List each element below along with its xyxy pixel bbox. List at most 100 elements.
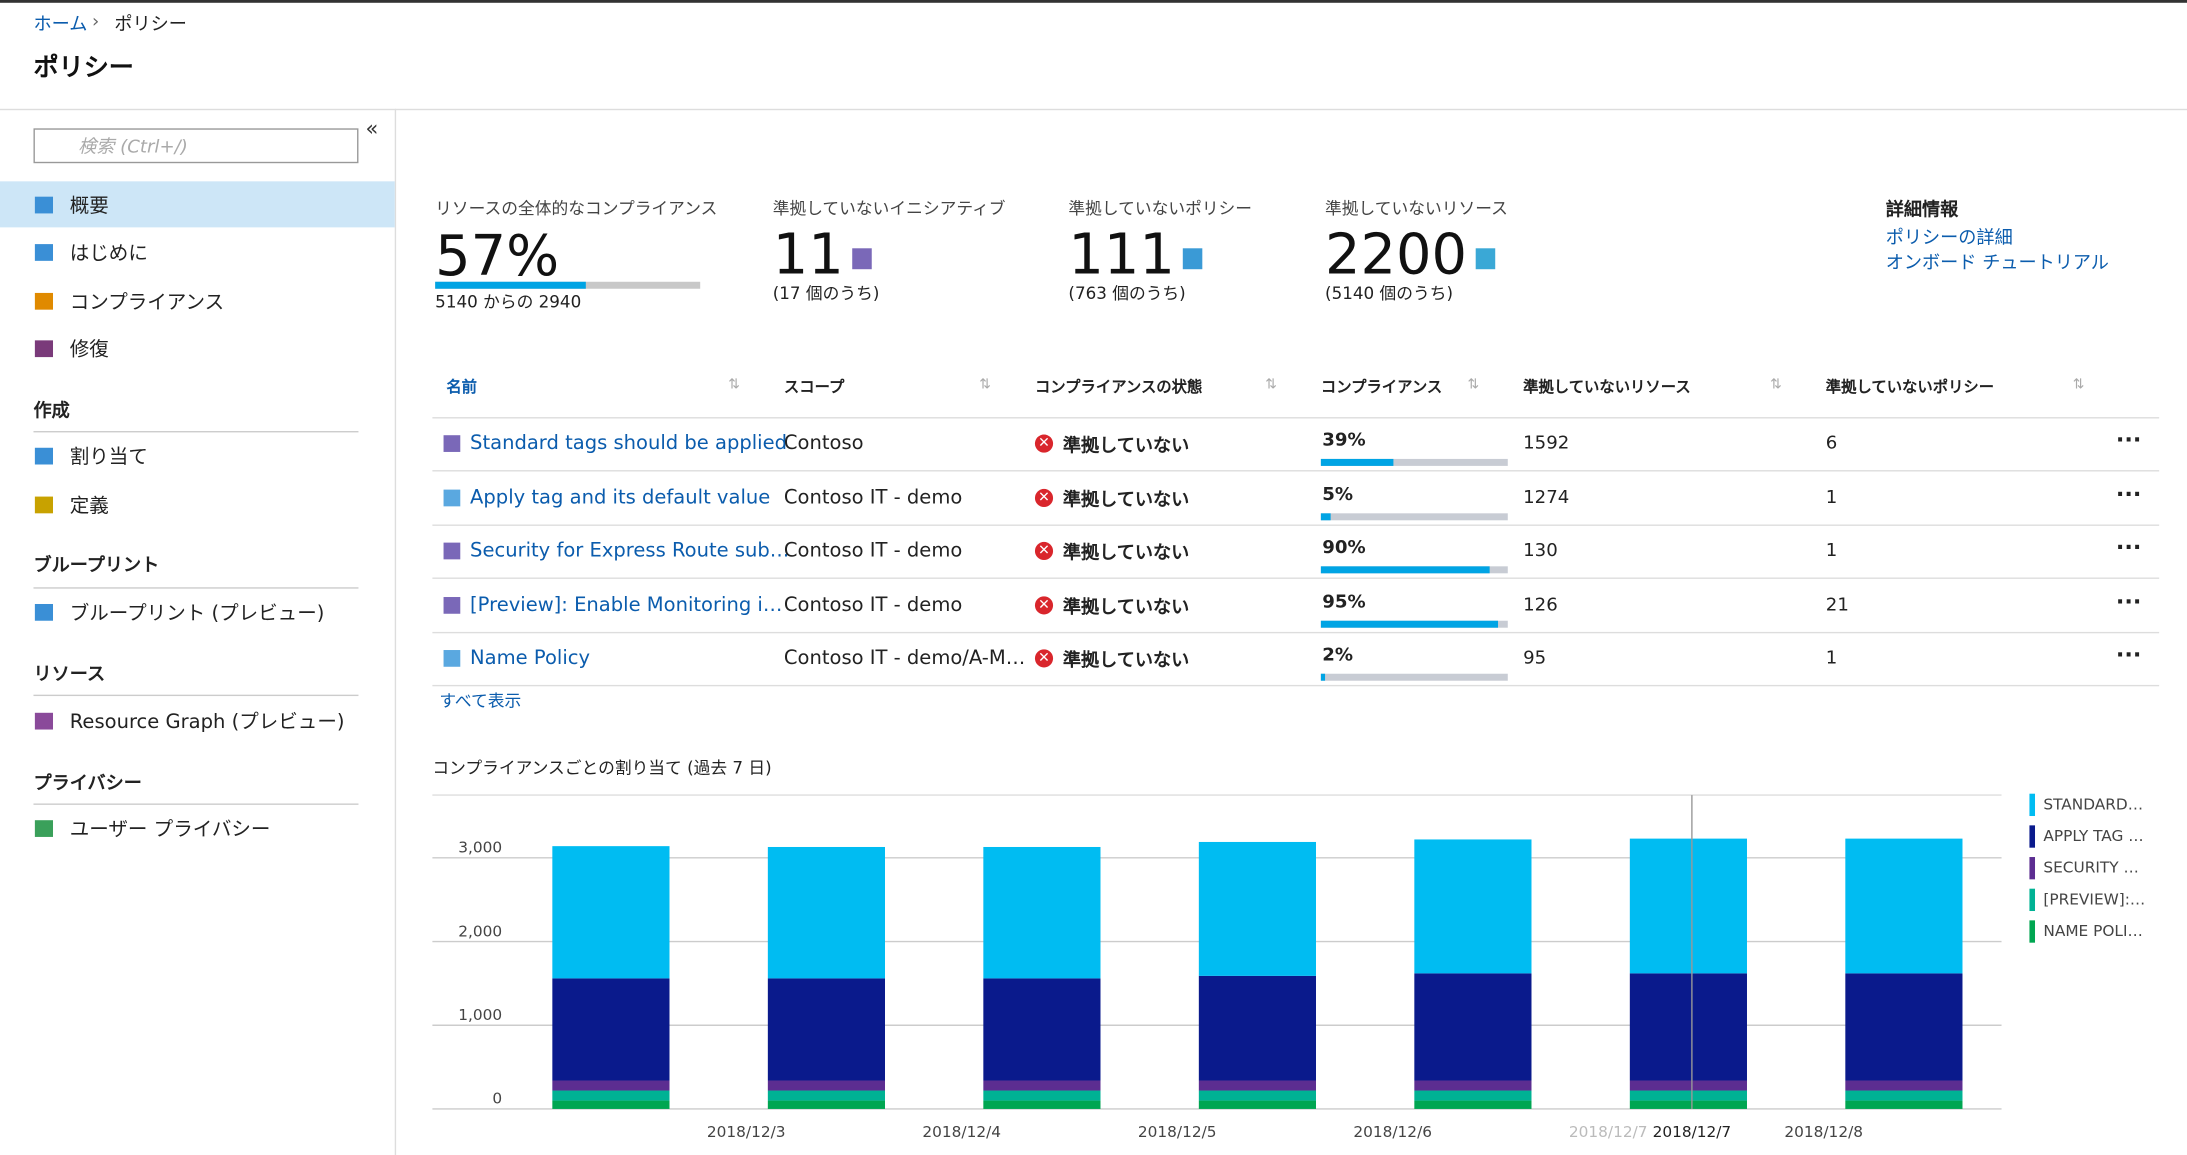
row-divider bbox=[432, 470, 2160, 472]
bar-segment bbox=[983, 1090, 1101, 1101]
breadcrumb-link[interactable]: ホーム bbox=[33, 14, 88, 36]
row-divider bbox=[432, 631, 2160, 634]
bar-segment bbox=[552, 1080, 670, 1091]
row-menu[interactable]: ··· bbox=[2115, 426, 2142, 453]
row-state: 準拠していない bbox=[1062, 597, 1190, 619]
nav-section-heading: プライバシー bbox=[33, 773, 142, 795]
top-bar bbox=[0, 0, 2187, 3]
row-icon bbox=[443, 489, 461, 507]
search-placeholder[interactable]: 検索 (Ctrl+/) bbox=[78, 137, 188, 159]
sort-icon[interactable]: ⇅ bbox=[1770, 377, 1782, 393]
bar-segment bbox=[1845, 1080, 1963, 1091]
card-value: 2200 bbox=[1325, 223, 1468, 288]
sort-icon[interactable]: ⇅ bbox=[1265, 377, 1277, 393]
table-header[interactable]: スコープ bbox=[783, 378, 845, 397]
row-policies: 21 bbox=[1825, 594, 1849, 616]
nav-section-heading: ブループリント bbox=[33, 555, 160, 577]
bar-segment bbox=[1414, 1080, 1532, 1091]
row-scope: Contoso IT - demo/A-M… bbox=[783, 647, 1026, 670]
table-header[interactable]: コンプライアンス bbox=[1320, 378, 1443, 397]
bar-segment bbox=[1845, 1100, 1963, 1109]
bar-segment bbox=[1414, 839, 1532, 974]
sort-icon[interactable]: ⇅ bbox=[979, 377, 991, 393]
row-menu[interactable]: ··· bbox=[2115, 480, 2142, 508]
compliance-fill bbox=[1320, 620, 1499, 628]
row-compliance: 2% bbox=[1322, 645, 1354, 667]
bar-segment bbox=[1414, 1090, 1532, 1101]
card-icon bbox=[852, 248, 872, 270]
bar-segment bbox=[1198, 1080, 1316, 1091]
breadcrumb-chevron: › bbox=[92, 11, 100, 33]
row-name[interactable]: Name Policy bbox=[470, 647, 591, 670]
nav-item[interactable]: 概要 bbox=[69, 195, 109, 218]
sort-icon[interactable]: ⇅ bbox=[728, 377, 740, 393]
nav-item[interactable]: はじめに bbox=[69, 242, 148, 266]
details-link[interactable]: オンボード チュートリアル bbox=[1885, 253, 2109, 275]
row-name[interactable]: Apply tag and its default value bbox=[470, 486, 771, 510]
details-link[interactable]: ポリシーの詳細 bbox=[1885, 228, 2013, 249]
bar-segment bbox=[767, 846, 886, 979]
legend-label: NAME POLI… bbox=[2043, 922, 2142, 940]
sort-icon[interactable]: ⇅ bbox=[1467, 377, 1480, 393]
nav-item[interactable]: 修復 bbox=[69, 338, 109, 362]
bar-segment bbox=[1629, 838, 1747, 974]
legend-swatch bbox=[2029, 857, 2036, 880]
bar-segment bbox=[1414, 1100, 1532, 1109]
bar-segment bbox=[983, 1100, 1101, 1109]
bar-segment bbox=[983, 1080, 1101, 1091]
row-policies: 1 bbox=[1825, 540, 1838, 562]
compliance-track bbox=[1320, 513, 1508, 521]
card-sub: (17 個のうち) bbox=[772, 283, 880, 304]
collapse-button[interactable]: « bbox=[365, 115, 379, 141]
show-all-link[interactable]: すべて表示 bbox=[439, 691, 522, 711]
y-tick-label: 3,000 bbox=[458, 839, 502, 857]
section-divider bbox=[33, 803, 359, 805]
breadcrumb-sep: ポリシー bbox=[114, 14, 187, 36]
bar-segment bbox=[767, 1100, 886, 1109]
row-menu[interactable]: ··· bbox=[2115, 640, 2142, 668]
error-icon: ✕ bbox=[1034, 488, 1054, 508]
hover-label: 2018/12/7 bbox=[1653, 1123, 1732, 1141]
nav-item[interactable]: ユーザー プライバシー bbox=[69, 818, 271, 842]
bar-segment bbox=[767, 1090, 886, 1101]
error-icon: ✕ bbox=[1034, 649, 1054, 668]
nav-item[interactable]: Resource Graph (プレビュー) bbox=[69, 711, 345, 734]
card-label: 準拠していないイニシアティブ bbox=[772, 198, 1006, 219]
sort-icon[interactable]: ⇅ bbox=[2072, 377, 2085, 393]
table-header[interactable]: 準拠していないリソース bbox=[1523, 378, 1691, 397]
row-icon bbox=[443, 435, 461, 452]
card-value: 111 bbox=[1068, 223, 1175, 288]
bar-segment bbox=[1845, 838, 1963, 974]
page-title: ポリシー bbox=[33, 53, 134, 83]
row-compliance: 39% bbox=[1322, 430, 1366, 452]
row-name[interactable]: Security for Express Route sub… bbox=[470, 539, 790, 563]
nav-item[interactable]: 割り当て bbox=[69, 446, 148, 469]
table-header[interactable]: コンプライアンスの状態 bbox=[1034, 378, 1203, 397]
row-menu[interactable]: ··· bbox=[2115, 587, 2142, 615]
nav-item[interactable]: 定義 bbox=[69, 495, 109, 518]
nav-icon bbox=[34, 447, 54, 465]
nav-item[interactable]: コンプライアンス bbox=[69, 291, 225, 314]
row-divider bbox=[432, 577, 2160, 579]
bar-segment bbox=[552, 846, 670, 979]
row-icon bbox=[443, 650, 461, 667]
row-name[interactable]: Standard tags should be applied bbox=[470, 432, 788, 455]
chart-title: コンプライアンスごとの割り当て (過去 7 日) bbox=[432, 758, 772, 778]
card-icon bbox=[1182, 248, 1203, 270]
header-divider bbox=[0, 108, 2187, 111]
table-header[interactable]: 準拠していないポリシー bbox=[1825, 378, 1995, 397]
row-name[interactable]: [Preview]: Enable Monitoring i… bbox=[470, 594, 783, 617]
bar-segment bbox=[1198, 1100, 1316, 1109]
search-box[interactable] bbox=[33, 128, 359, 164]
row-menu[interactable]: ··· bbox=[2115, 533, 2142, 561]
row-resources: 95 bbox=[1523, 647, 1547, 669]
row-state: 準拠していない bbox=[1062, 490, 1190, 512]
bar-segment bbox=[1845, 1090, 1963, 1101]
bar-segment bbox=[1414, 973, 1532, 1081]
table-header[interactable]: 名前 bbox=[446, 378, 478, 397]
nav-item[interactable]: ブループリント (プレビュー) bbox=[69, 602, 325, 625]
x-tick-label: 2018/12/7 bbox=[1569, 1123, 1648, 1141]
row-compliance: 95% bbox=[1322, 592, 1366, 614]
sidebar-divider bbox=[394, 108, 397, 1155]
row-policies: 6 bbox=[1825, 433, 1838, 455]
